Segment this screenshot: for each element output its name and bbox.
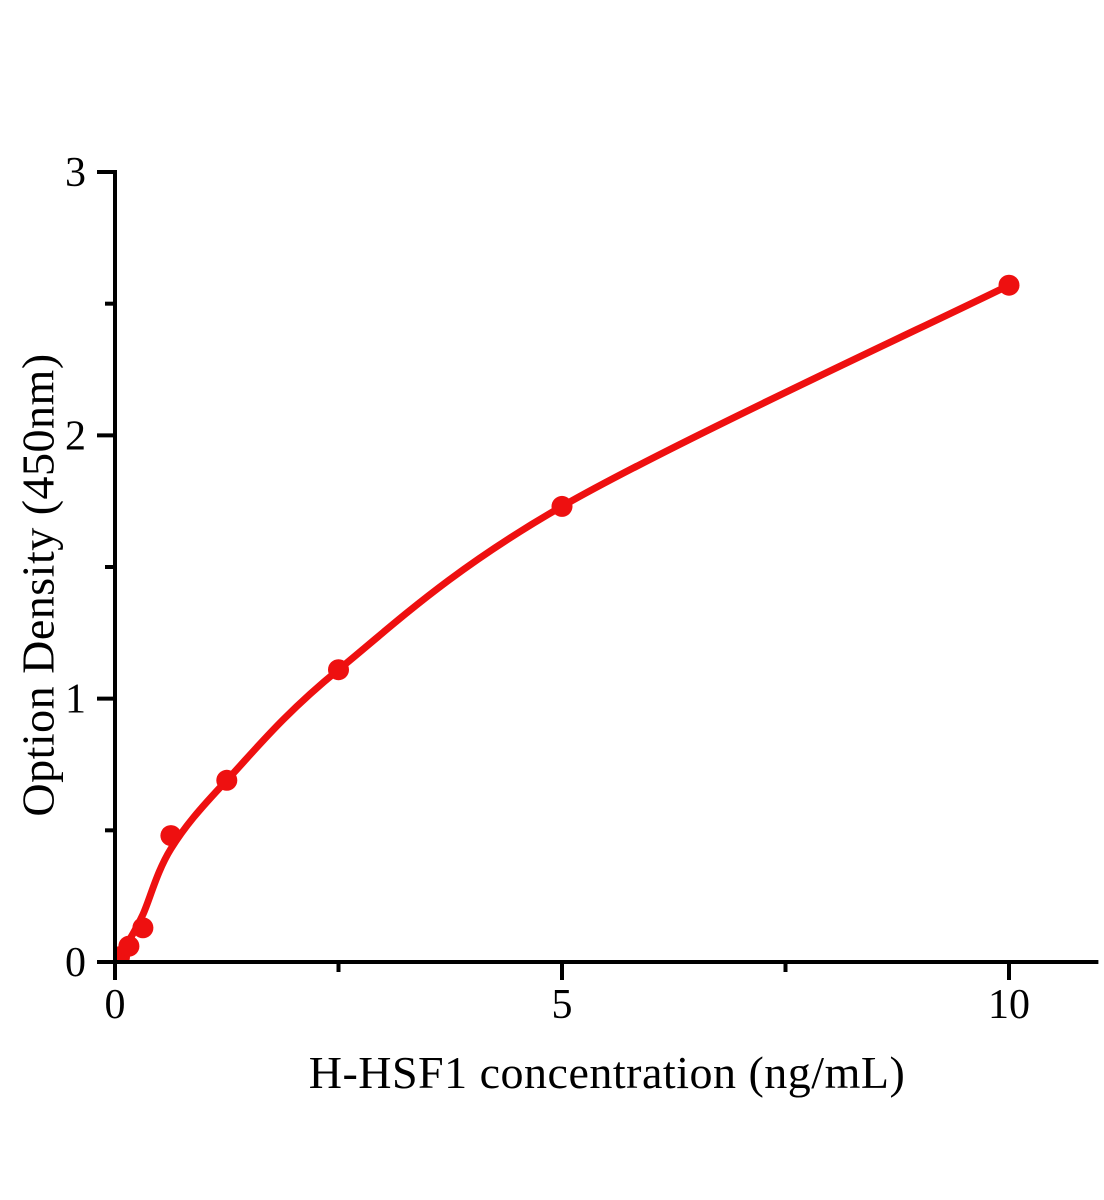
data-point bbox=[132, 917, 154, 939]
y-tick-label: 3 bbox=[65, 150, 86, 196]
data-point bbox=[216, 769, 238, 791]
data-point bbox=[160, 825, 182, 847]
x-axis-title: H-HSF1 concentration (ng/mL) bbox=[308, 1047, 906, 1098]
tick-labels-group: 0 5 10 0 1 2 3 bbox=[65, 150, 1030, 1028]
x-tick-label: 0 bbox=[105, 982, 126, 1028]
series-group bbox=[115, 274, 1020, 962]
y-axis-title: Option Density (450nm) bbox=[12, 353, 64, 817]
x-tick-label: 10 bbox=[988, 982, 1030, 1028]
data-point bbox=[118, 935, 140, 957]
data-point bbox=[551, 495, 573, 517]
fit-curve bbox=[115, 281, 1013, 962]
x-tick-label: 5 bbox=[552, 982, 573, 1028]
y-tick-label: 2 bbox=[65, 413, 86, 459]
axes-group bbox=[97, 170, 1099, 980]
y-tick-label: 0 bbox=[65, 940, 86, 986]
y-tick-label: 1 bbox=[65, 677, 86, 723]
data-point bbox=[998, 274, 1020, 296]
data-point bbox=[328, 659, 349, 681]
